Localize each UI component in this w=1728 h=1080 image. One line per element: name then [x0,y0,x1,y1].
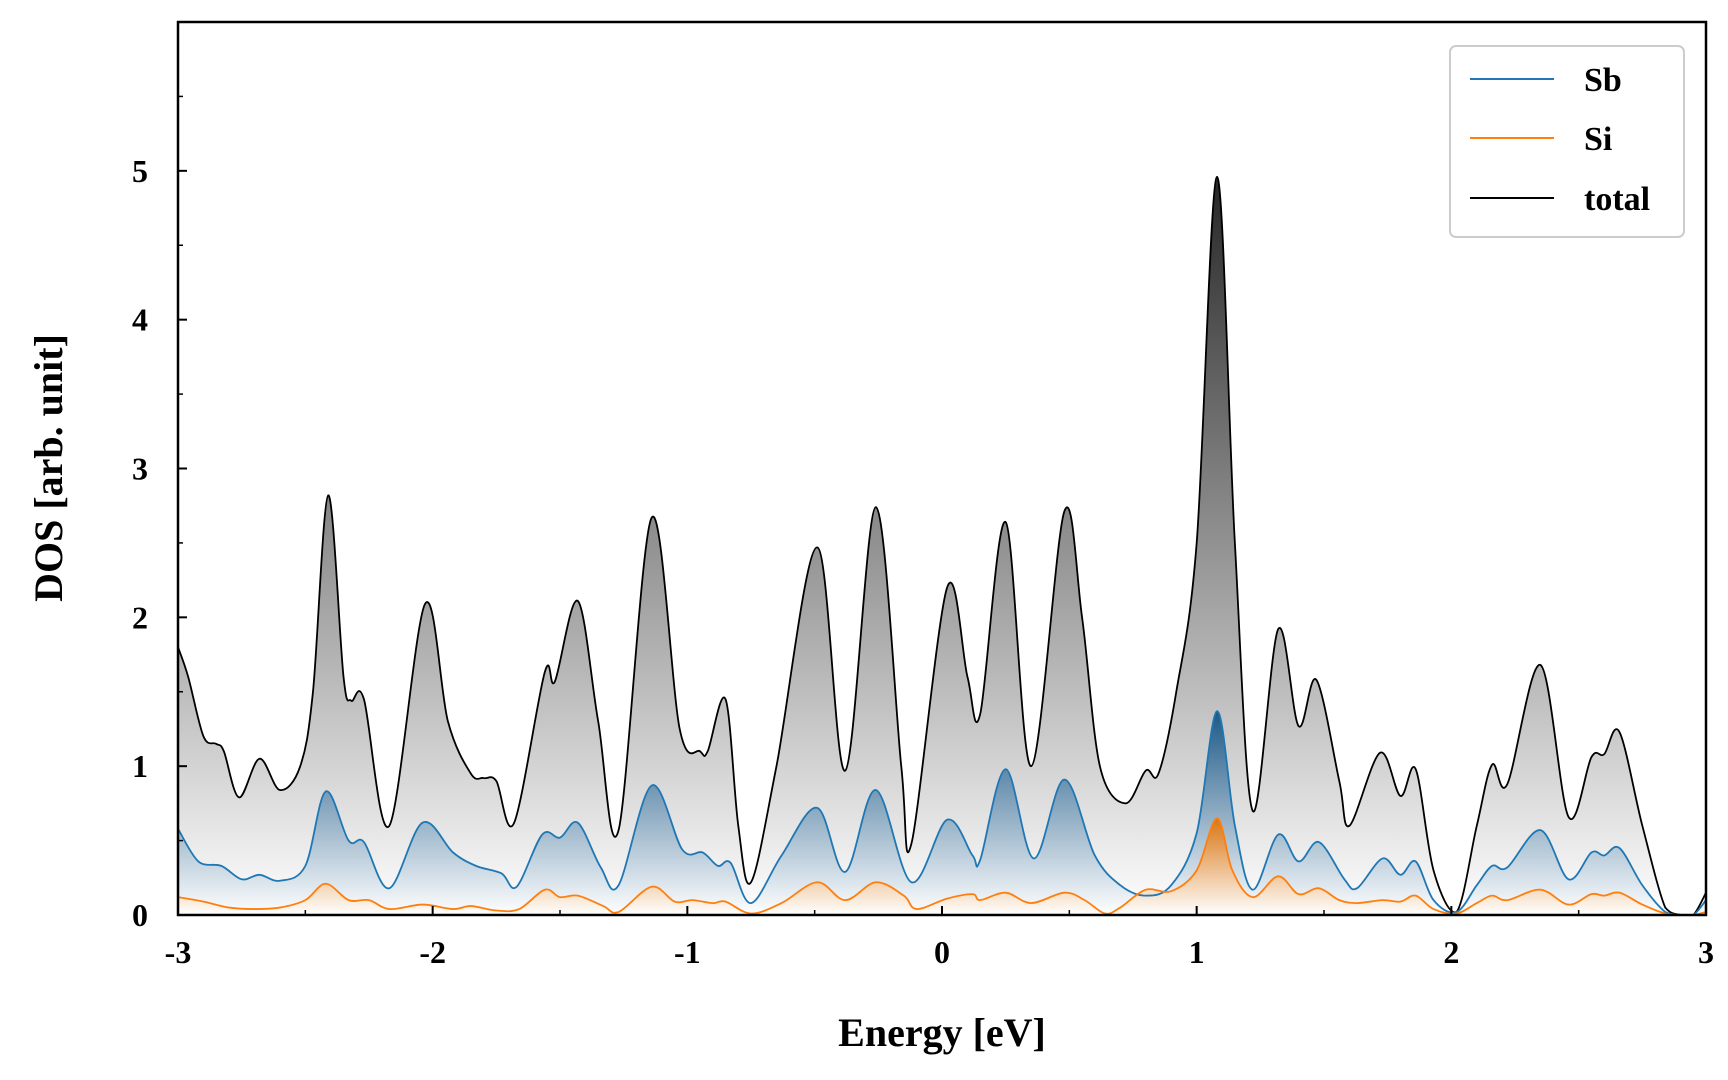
y-tick-label: 0 [132,897,148,933]
x-tick-label: 2 [1443,934,1459,970]
area-total [178,176,1706,915]
axis-ticks: -3 -2 -1 0 1 2 3 0 1 2 3 4 5 [132,95,1714,970]
legend-box [1449,45,1685,238]
legend-label-total: total [1584,181,1650,218]
x-tick-label: 3 [1698,934,1714,970]
y-axis-title: DOS [arb. unit] [26,334,71,602]
x-axis-title: Energy [eV] [838,1010,1046,1055]
area-sb [178,711,1706,915]
y-tick-label: 5 [132,153,148,189]
y-tick-label: 1 [132,748,148,784]
line-total [178,175,1706,915]
y-tick-label: 3 [132,451,148,487]
y-tick-label: 2 [132,599,148,635]
x-tick-label: -2 [419,934,446,970]
x-tick-label: -3 [165,934,192,970]
x-tick-label: 1 [1189,934,1205,970]
legend-label-si: Si [1584,121,1612,158]
x-tick-label: -1 [674,934,701,970]
area-fills [178,176,1706,915]
y-tick-label: 4 [132,302,148,338]
series-lines [178,175,1706,915]
line-si [178,817,1706,915]
line-sb [178,710,1706,915]
legend: Sb Si total [1449,45,1685,238]
legend-label-sb: Sb [1584,62,1622,99]
x-tick-label: 0 [934,934,950,970]
